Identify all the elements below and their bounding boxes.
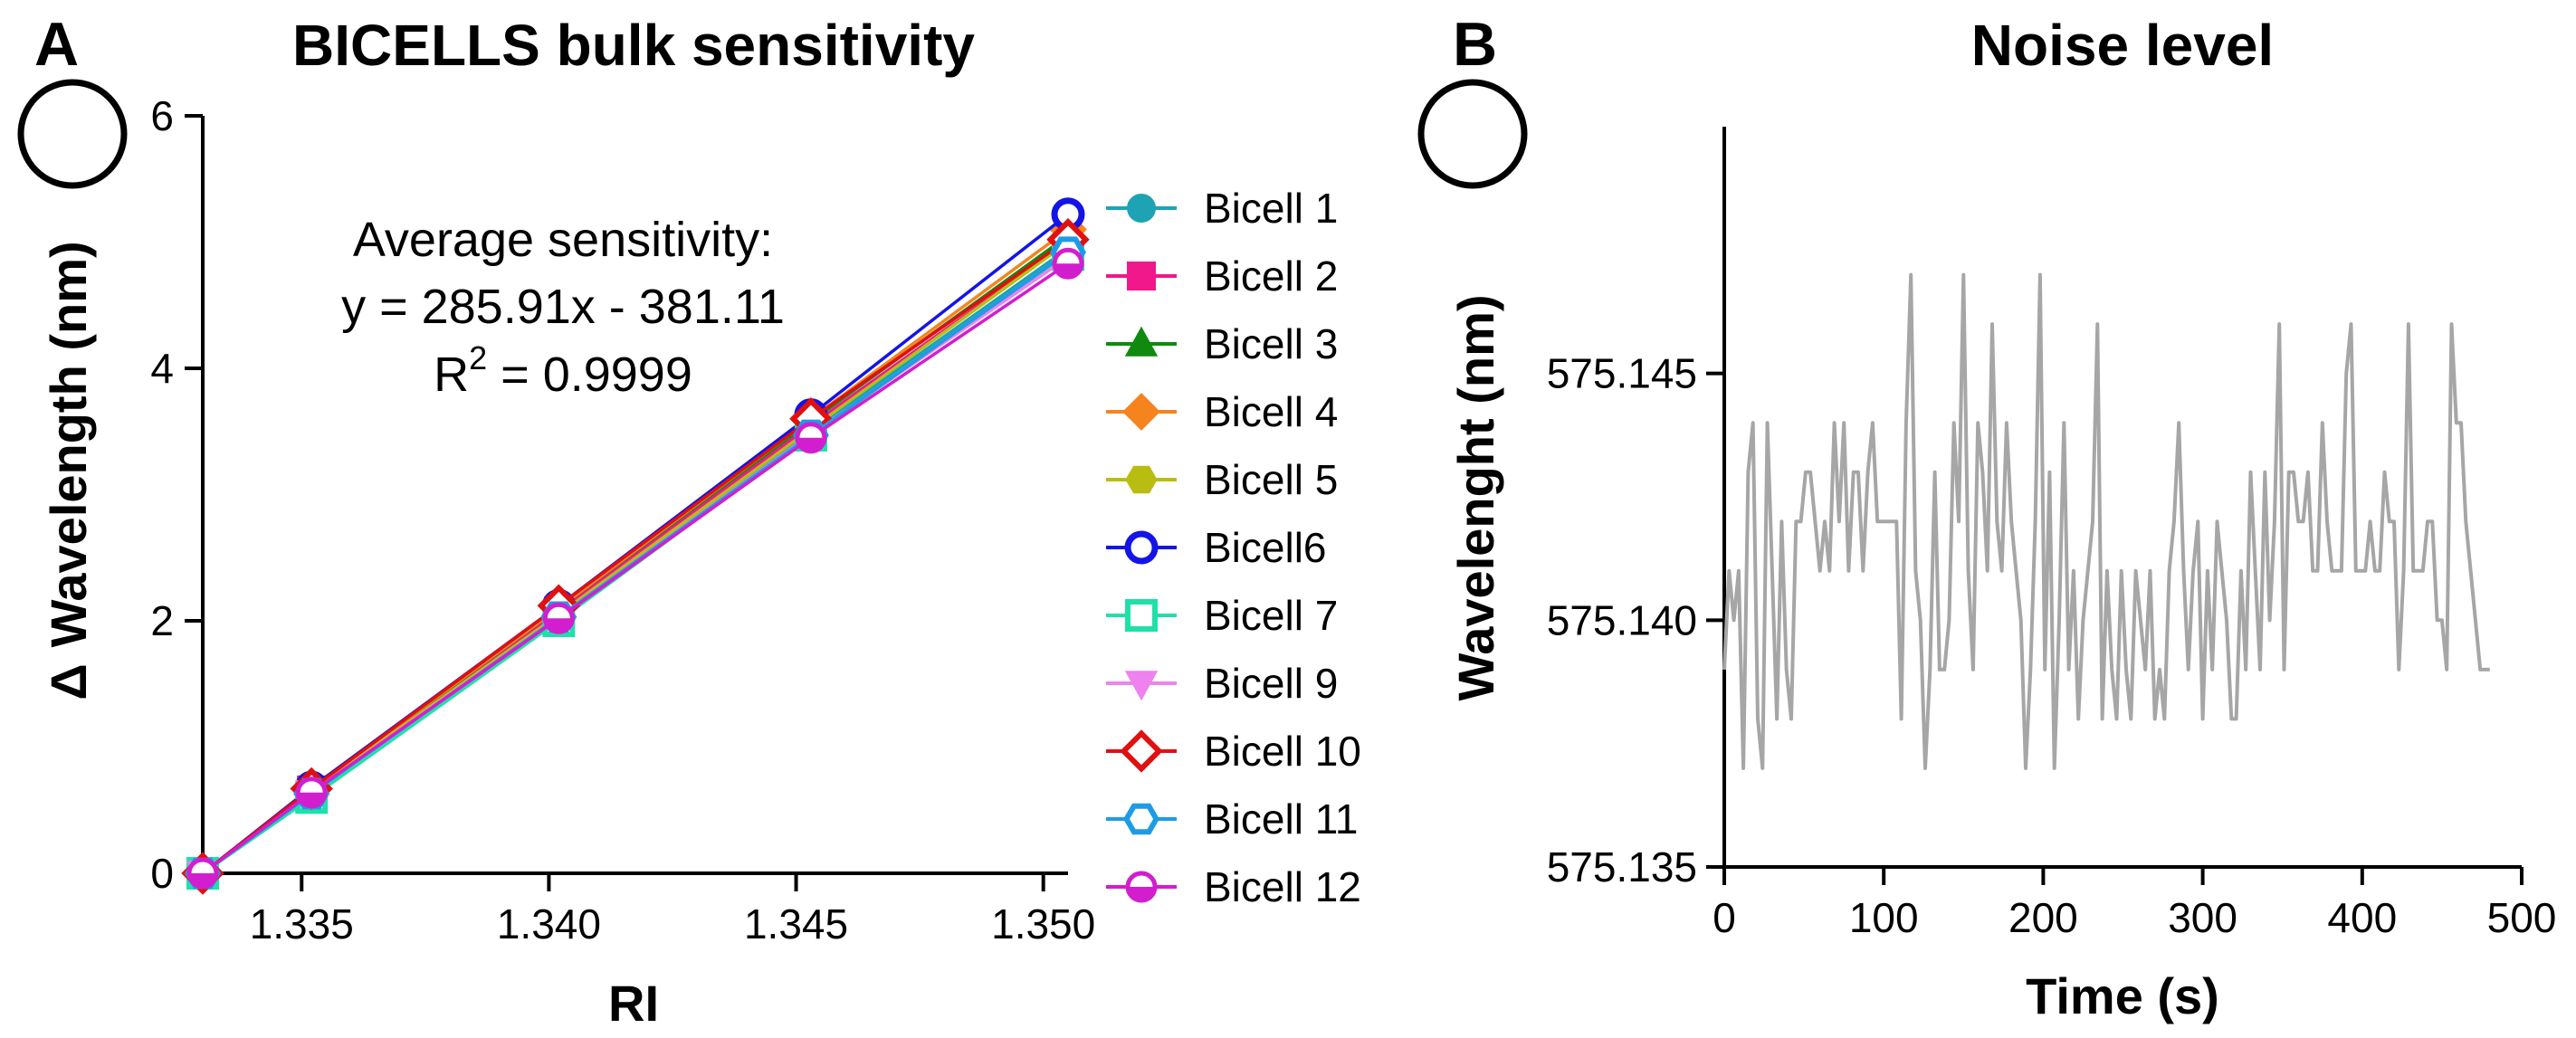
legend-label: Bicell 7 [1204,592,1338,639]
legend-entry: Bicell 10 [1106,728,1361,775]
r-label: R [434,348,469,402]
legend-entry: Bicell 11 [1106,795,1358,843]
legend-marker [1127,262,1156,290]
r-value: = 0.9999 [487,348,692,402]
legend-entry: Bicell 4 [1106,388,1338,435]
annotation-r-squared: R2 = 0.9999 [434,339,692,402]
legend-label: Bicell 12 [1204,863,1361,910]
annotation-equation: y = 285.91x - 381.11 [341,280,785,334]
panel-b-axes: 575.135 575.140 575.145 0 100 200 300 400 500 [1547,127,2557,941]
legend-marker [1127,194,1156,223]
legend-entry: Bicell 2 [1106,252,1338,300]
legend-entry: Bicell 1 [1106,185,1338,232]
annotation-line-1: Average sensitivity: [353,213,773,267]
panel-b-x-axis-label: Time (s) [2026,967,2219,1024]
legend-label: Bicell 11 [1204,795,1358,843]
panel-a-letter: A [34,10,79,79]
panel-a-bulk-sensitivity: A BICELLS bulk sensitivity 0 2 4 6 1.335 1.34… [17,10,1361,1032]
panel-b-x-tick-label: 500 [2487,894,2557,941]
legend-marker [1125,465,1158,494]
legend-entry: Bicell 12 [1106,863,1361,910]
panel-b-letter: B [1453,10,1497,79]
data-point [542,602,575,634]
data-point [795,422,827,454]
legend-marker [1125,599,1158,632]
panel-b-x-tick-label: 200 [2008,894,2078,941]
delta-symbol: Δ [40,663,97,700]
panel-b-y-tick-label: 575.135 [1547,843,1697,890]
panel-a-series-11 [186,247,1084,890]
legend-label: Bicell 9 [1204,660,1338,707]
panel-a-x-tick-label: 1.350 [991,900,1095,948]
legend-entry: Bicell 5 [1106,456,1338,503]
data-point [186,857,219,890]
legend-label: Bicell 3 [1204,320,1338,367]
panel-b-y-tick-label: 575.145 [1547,350,1697,397]
legend-entry: Bicell6 [1106,524,1327,571]
panel-a-annotation: Average sensitivity: y = 285.91x - 381.1… [341,213,785,402]
legend-entry: Bicell 7 [1106,592,1338,639]
legend-marker [1123,803,1159,835]
legend-label: Bicell6 [1204,524,1327,571]
panel-a-y-tick-label: 2 [150,597,174,644]
panel-a-circle-marker [17,79,128,189]
data-point-fill [1054,263,1082,278]
panel-a-legend: Bicell 1 Bicell 2 Bicell 3 Bicell 4 Bicell 5… [1106,185,1361,910]
panel-b-title: Noise level [1971,13,2274,78]
legend-entry: Bicell 9 [1106,660,1338,707]
legend-marker-fill [1128,887,1155,900]
legend-marker [1125,871,1158,903]
panel-b-series-group [1722,272,2490,770]
r-superscript: 2 [469,339,487,376]
data-point-fill [797,437,825,452]
panel-a-x-tick-label: 1.340 [497,900,601,948]
panel-b-x-tick-label: 100 [1849,894,1919,941]
data-point-fill [545,618,573,633]
panel-b-x-tick-label: 0 [1713,894,1736,941]
legend-marker [1122,393,1160,431]
panel-a-title: BICELLS bulk sensitivity [292,13,975,78]
panel-b-y-axis-label: Wavelenght (nm) [1447,294,1504,700]
panel-a-axes: 0 2 4 6 1.335 1.340 1.345 1.350 [150,92,1095,948]
noise-series-line [1722,272,2490,770]
panel-a-y-tick-label: 0 [150,850,174,897]
panel-a-x-axis-label: RI [608,975,659,1032]
legend-marker [1124,530,1159,565]
legend-label: Bicell 10 [1204,728,1361,775]
panel-a-y-tick-label: 4 [150,345,174,392]
panel-a-series-group [181,197,1090,895]
panel-b-x-tick-label: 400 [2327,894,2397,941]
panel-a-y-axis-label-text: Wavelength (nm) [40,241,97,647]
data-point [295,776,328,809]
legend-label: Bicell 4 [1204,388,1338,435]
panel-a-x-tick-label: 1.335 [250,900,354,948]
panel-b-x-tick-label: 300 [2168,894,2237,941]
legend-marker [1124,671,1159,701]
legend-entry: Bicell 3 [1106,320,1338,367]
panel-b-noise-level: B Noise level 575.135 575.140 575.145 0 100 2… [1417,10,2557,1024]
panel-b-y-tick-label: 575.140 [1547,596,1697,643]
legend-label: Bicell 5 [1204,456,1338,503]
legend-label: Bicell 1 [1204,185,1338,232]
panel-a-x-tick-label: 1.345 [744,900,848,948]
panel-b-circle-marker [1417,79,1528,189]
data-point-fill [189,873,216,887]
legend-marker [1120,729,1163,773]
panel-a-y-tick-label: 6 [150,92,174,139]
panel-a-y-axis-label: Δ Wavelength (nm) [40,241,97,700]
legend-label: Bicell 2 [1204,252,1338,300]
data-point [1052,247,1084,280]
data-point-fill [298,792,326,806]
legend-marker [1124,326,1159,357]
